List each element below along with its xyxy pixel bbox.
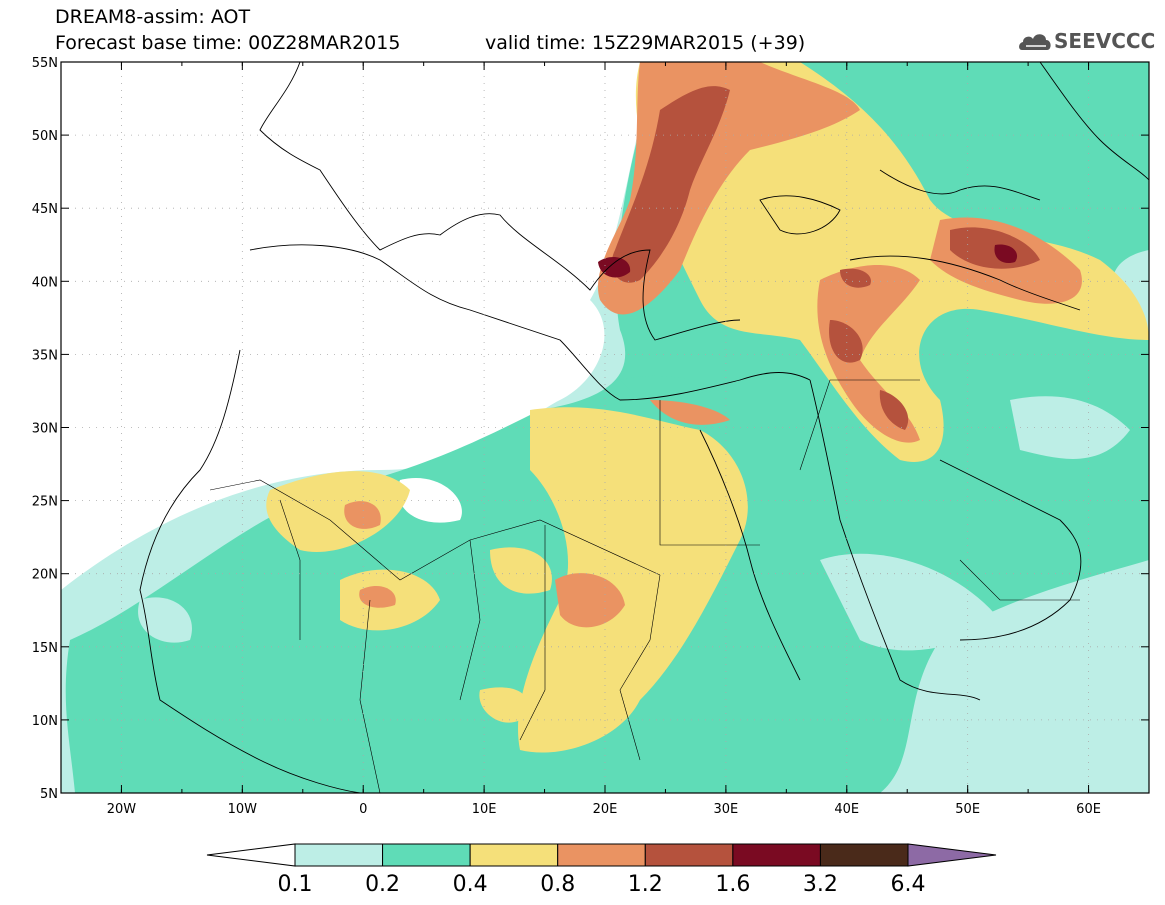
coastlines [139,62,1149,793]
aot-level-0.4 [266,62,1149,753]
cloud-icon [1019,34,1051,50]
colorbar [206,843,997,867]
colorbar-segment [382,843,471,867]
colorbar-segment [644,843,734,867]
map-grid [61,62,1149,793]
colorbar-segment [469,843,559,867]
lat-tick-label: 15N [32,641,58,656]
chart-title: DREAM8-assim: AOT [55,6,251,28]
lon-tick-label: 0 [359,802,367,817]
lon-tick-label: 10W [228,802,258,817]
lat-tick-label: 25N [32,495,58,510]
lat-tick-label: 20N [32,568,58,583]
logo-text: SEEVCCC [1054,29,1156,53]
colorbar-segment [819,843,909,867]
colorbar-segment [557,843,646,867]
colorbar-label: 0.4 [453,872,488,897]
lon-tick-label: 50E [955,802,980,817]
borders [209,379,1080,794]
lat-tick-labels: 55N 50N 45N 40N 35N 30N 25N 20N 15N 10N 5N [32,56,58,802]
lat-tick-label: 5N [40,787,58,802]
colorbar-high-triangle [907,843,997,867]
colorbar-label: 6.4 [891,872,926,897]
valid-time: valid time: 15Z29MAR2015 (+39) [485,32,806,54]
lat-tick-label: 40N [32,275,58,290]
colorbar-label: 3.2 [803,872,838,897]
axis-ticks [60,61,1150,794]
forecast-base-time: Forecast base time: 00Z28MAR2015 [55,32,401,54]
lon-tick-label: 20W [107,802,137,817]
colorbar-segment [294,843,384,867]
colorbar-label: 1.2 [628,872,663,897]
lat-tick-label: 55N [32,56,58,71]
lat-tick-label: 50N [32,129,58,144]
lon-tick-label: 30E [714,802,739,817]
lon-tick-label: 20E [593,802,618,817]
lat-tick-label: 45N [32,202,58,217]
colorbar-labels: 0.1 0.2 0.4 0.8 1.2 1.6 3.2 6.4 [278,872,926,897]
colorbar-label: 0.2 [365,872,400,897]
colorbar-segment [732,843,821,867]
lon-tick-label: 60E [1076,802,1101,817]
lon-tick-label: 40E [834,802,859,817]
colorbar-low-triangle [206,843,296,867]
colorbar-label: 0.8 [540,872,575,897]
lon-tick-labels: 20W 10W 0 10E 20E 30E 40E 50E 60E [107,802,1101,817]
colorbar-label: 0.1 [278,872,313,897]
lat-tick-label: 30N [32,422,58,437]
lat-tick-label: 10N [32,714,58,729]
colorbar-label: 1.6 [715,872,750,897]
lat-tick-label: 35N [32,348,58,363]
lon-tick-label: 10E [472,802,497,817]
aot-level-1.6 [598,244,1018,278]
